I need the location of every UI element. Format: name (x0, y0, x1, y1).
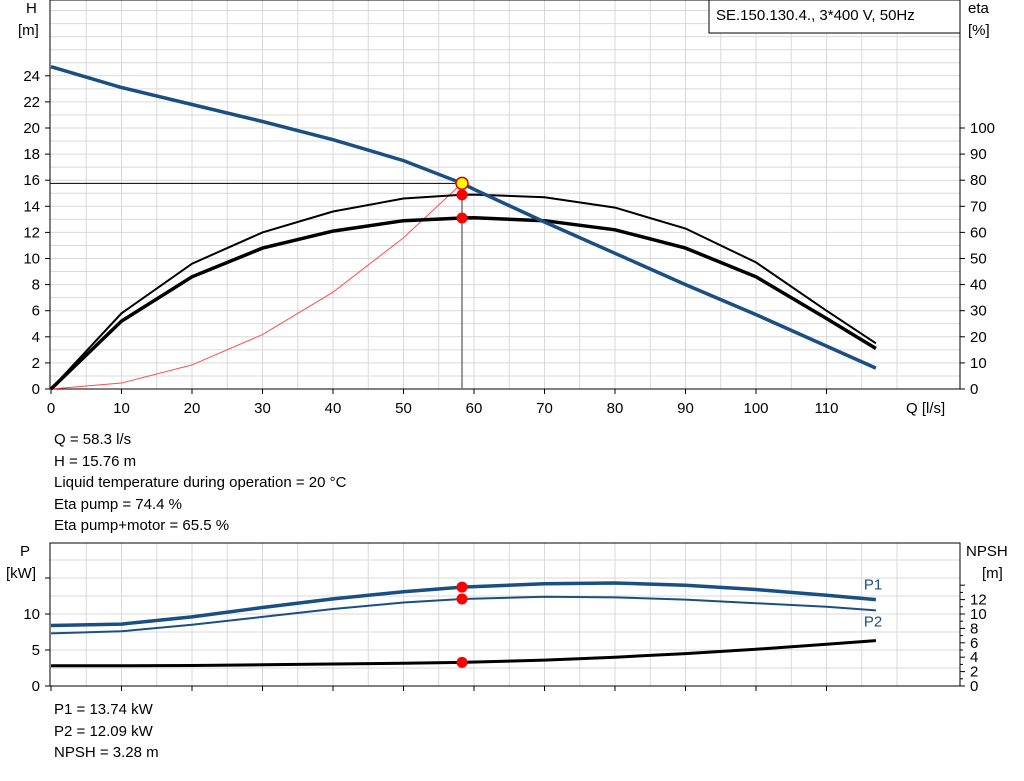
x-tick-label: 70 (536, 400, 553, 417)
series-eta-pump (50, 193, 877, 390)
y-right-tick-label: 40 (970, 277, 987, 294)
y-right-axis-unit: [m] (982, 565, 1003, 582)
duty-point-head (455, 176, 469, 191)
y-right-tick-label: 90 (970, 146, 987, 163)
y-right-tick-label: 50 (970, 251, 987, 268)
y-left-tick-label: 22 (23, 94, 40, 111)
y-right-tick-label: 70 (970, 198, 987, 215)
y-left-tick-label: 2 (32, 355, 40, 372)
y-left-tick-label: 16 (23, 172, 40, 189)
y-left-axis-unit: [m] (18, 22, 39, 39)
y-left-tick-label: 0 (32, 678, 40, 695)
info-p2: P2 = 12.09 kW (54, 722, 153, 740)
x-tick-label: 50 (395, 400, 412, 417)
series-label-p1: P1 (864, 577, 882, 594)
series-system-curve (50, 182, 463, 390)
y-right-tick-label: 4 (970, 649, 978, 666)
duty-point-eta-total (456, 212, 468, 224)
x-tick-label: 110 (815, 400, 839, 417)
y-right-tick-label: 2 (970, 664, 978, 681)
duty-point-p1 (456, 581, 468, 593)
y-left-tick-label: 18 (23, 146, 40, 163)
power-info: P1 = 13.74 kW P2 = 12.09 kW NPSH = 3.28 … (54, 699, 159, 764)
duty-point-info: Q = 58.3 l/s H = 15.76 m Liquid temperat… (54, 429, 346, 537)
duty-point-npsh (456, 656, 468, 668)
y-left-tick-label: 5 (32, 642, 40, 659)
y-left-axis-unit: [kW] (6, 565, 36, 582)
y-right-tick-label: 30 (970, 303, 987, 320)
y-left-tick-label: 12 (23, 224, 40, 241)
info-npsh: NPSH = 3.28 m (54, 744, 159, 761)
legend-title: SE.150.130.4., 3*400 V, 50Hz (716, 7, 915, 24)
y-right-axis-label: NPSH (966, 543, 1008, 560)
plot-frame (49, 0, 961, 390)
x-tick-label: 80 (607, 400, 624, 417)
y-left-tick-label: 14 (23, 198, 40, 215)
info-eta-pump: Eta pump = 74.4 % (54, 495, 182, 513)
x-axis-label: Q [l/s] (906, 400, 945, 417)
y-right-tick-label: 6 (970, 635, 978, 652)
info-p1: P1 = 13.74 kW (54, 701, 153, 718)
legend-box (708, 0, 961, 34)
x-tick-label: 100 (743, 400, 768, 417)
y-left-axis-label: H (26, 0, 37, 17)
y-right-tick-label: 0 (970, 381, 978, 398)
duty-point-p2 (456, 593, 468, 605)
y-left-axis-label: P (20, 543, 30, 560)
y-right-tick-label: 100 (970, 120, 995, 137)
x-tick-label: 30 (254, 400, 271, 417)
y-right-tick-label: 10 (970, 355, 987, 372)
y-left-tick-label: 24 (23, 68, 40, 85)
y-right-tick-label: 12 (970, 592, 987, 609)
y-right-axis-unit: [%] (968, 22, 990, 39)
y-left-tick-label: 10 (23, 251, 40, 268)
duty-point-eta-pump (456, 189, 468, 201)
series-eta-pump-motor (49, 216, 877, 391)
y-left-tick-label: 6 (32, 303, 40, 320)
info-liquid-temperature: Liquid temperature during operation = 20… (54, 474, 347, 491)
y-right-tick-label: 60 (970, 224, 987, 241)
y-left-tick-label: 0 (32, 381, 40, 398)
x-tick-label: 20 (184, 400, 201, 417)
info-flow: Q = 58.3 l/s (54, 431, 132, 448)
y-left-tick-label: 4 (32, 329, 40, 346)
y-right-tick-label: 80 (970, 172, 987, 189)
y-left-tick-label: 10 (23, 606, 40, 623)
y-left-tick-label: 8 (32, 277, 40, 294)
x-tick-label: 90 (677, 400, 694, 417)
x-tick-label: 40 (325, 400, 342, 417)
x-tick-label: 60 (466, 400, 483, 417)
info-head: H = 15.76 m (54, 452, 137, 470)
y-right-tick-label: 10 (970, 606, 987, 623)
y-right-tick-label: 20 (970, 329, 987, 346)
y-right-axis-label: eta (968, 0, 990, 17)
x-tick-label: 0 (47, 400, 55, 417)
info-eta-total: Eta pump+motor = 65.5 % (54, 517, 230, 534)
y-right-tick-label: 0 (970, 678, 978, 695)
y-right-tick-label: 8 (970, 620, 978, 637)
series-label-p2: P2 (864, 613, 882, 630)
x-tick-label: 10 (113, 400, 130, 417)
y-left-tick-label: 20 (23, 120, 40, 137)
head-efficiency-chart: 0 10 20 30 40 50 60 70 80 90 100 110 Q [l/s]02468101… (18, 0, 995, 417)
